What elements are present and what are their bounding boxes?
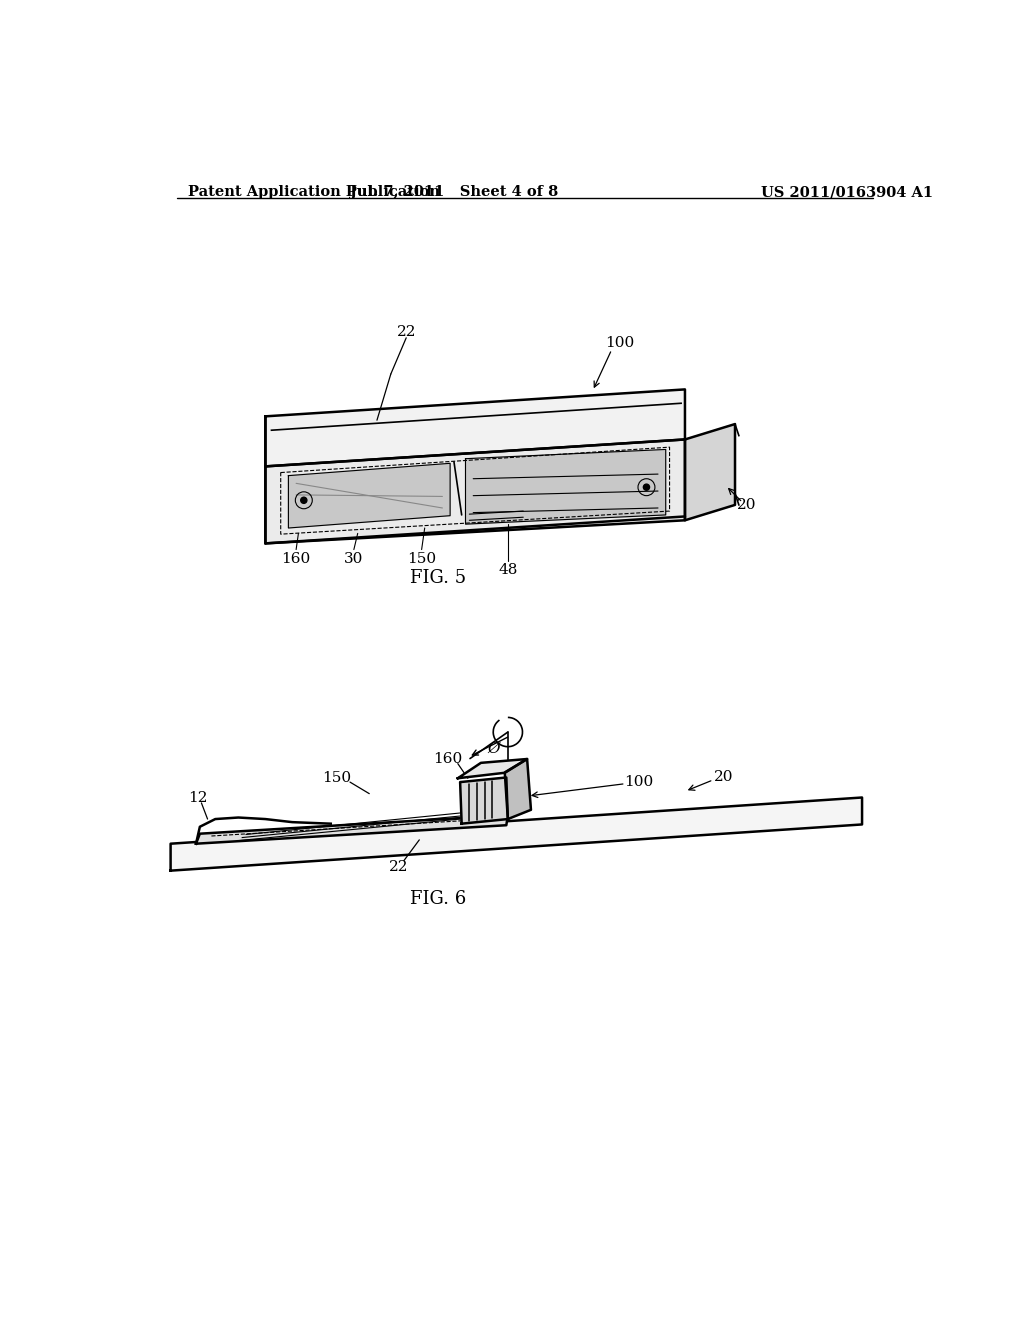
Text: 22: 22 (396, 325, 416, 339)
Text: FIG. 6: FIG. 6 (411, 890, 467, 908)
Text: 150: 150 (323, 771, 351, 785)
Text: Ø: Ø (487, 742, 501, 756)
Text: Patent Application Publication: Patent Application Publication (188, 185, 440, 199)
Text: 100: 100 (605, 337, 634, 350)
Text: 100: 100 (625, 775, 653, 789)
Text: 160: 160 (282, 552, 310, 566)
Polygon shape (505, 759, 531, 818)
Circle shape (301, 498, 307, 503)
Text: 160: 160 (433, 752, 463, 766)
Polygon shape (685, 424, 735, 520)
Polygon shape (466, 449, 666, 524)
Polygon shape (265, 389, 685, 466)
Text: 20: 20 (714, 771, 733, 784)
Text: 150: 150 (408, 552, 436, 566)
Polygon shape (460, 777, 508, 824)
Polygon shape (289, 463, 451, 528)
Polygon shape (171, 797, 862, 871)
Text: 22: 22 (389, 859, 409, 874)
Text: FIG. 5: FIG. 5 (411, 569, 467, 587)
Polygon shape (265, 440, 685, 544)
Circle shape (643, 484, 649, 490)
Polygon shape (196, 816, 508, 843)
Text: 12: 12 (187, 791, 207, 804)
Text: US 2011/0163904 A1: US 2011/0163904 A1 (761, 185, 933, 199)
Text: 30: 30 (344, 552, 364, 566)
Text: 48: 48 (498, 564, 517, 577)
Text: 20: 20 (737, 498, 757, 512)
Text: Jul. 7, 2011   Sheet 4 of 8: Jul. 7, 2011 Sheet 4 of 8 (350, 185, 558, 199)
Polygon shape (458, 759, 527, 779)
